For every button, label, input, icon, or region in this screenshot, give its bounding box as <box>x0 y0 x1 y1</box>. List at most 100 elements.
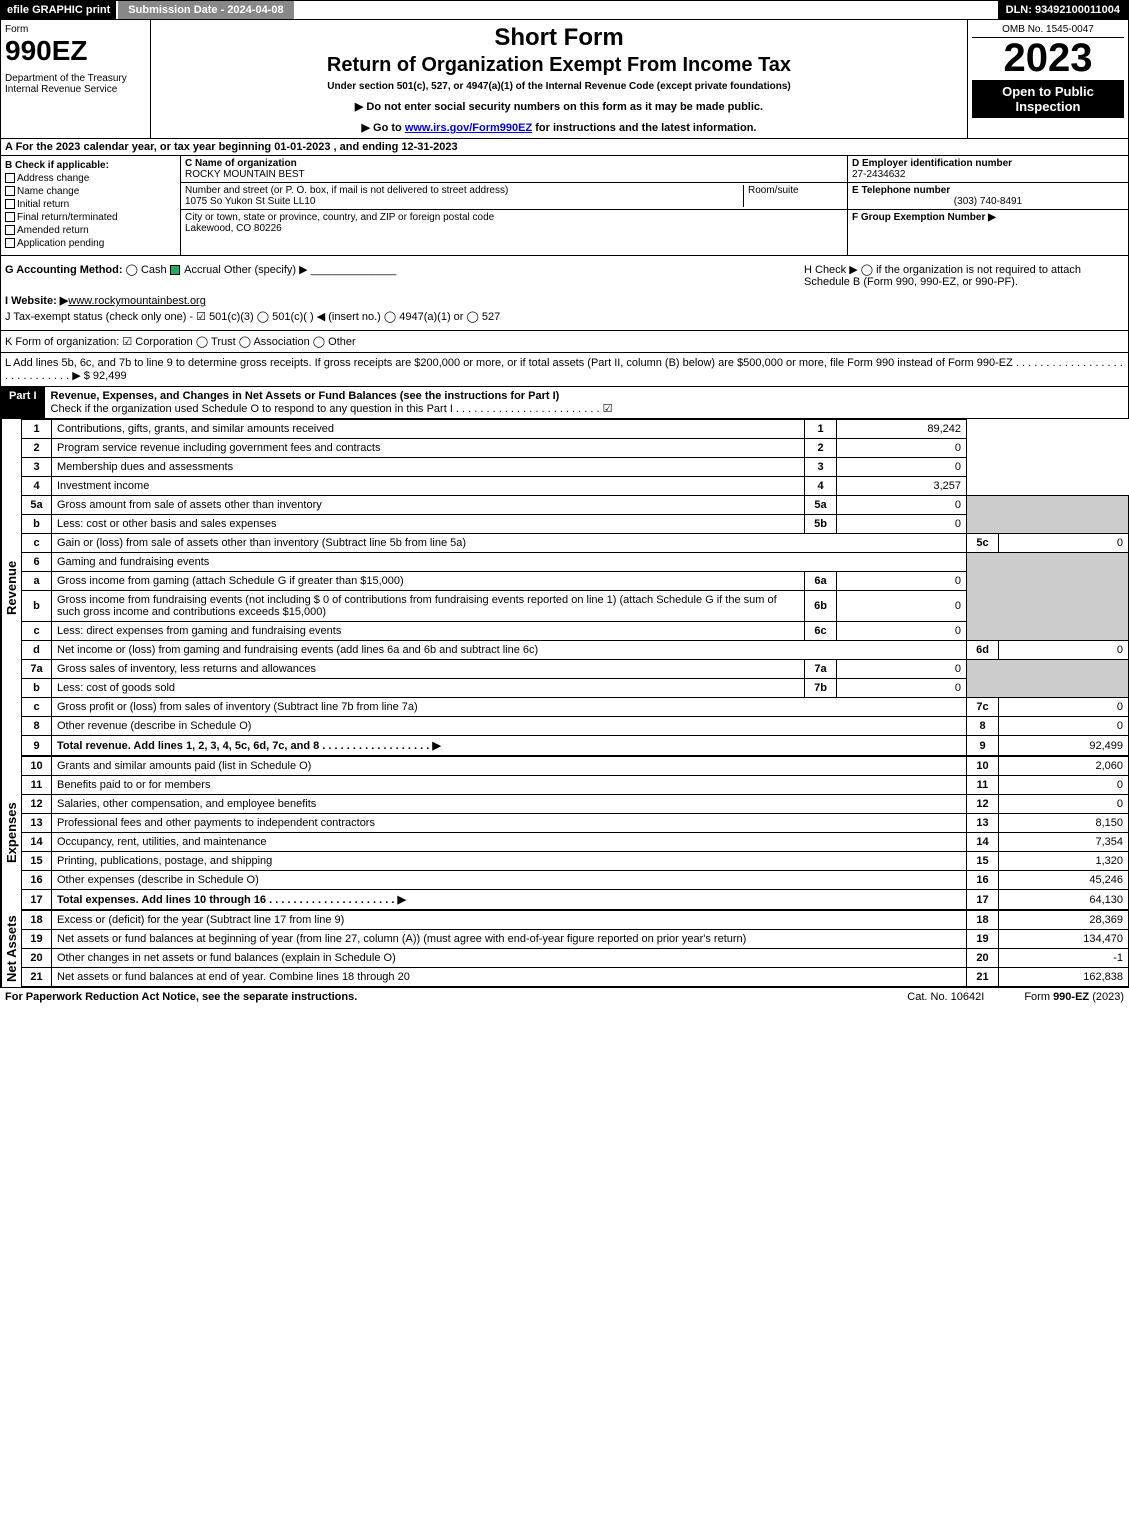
group-exemption-label: F Group Exemption Number ▶ <box>852 212 1124 223</box>
line-4: 4Investment income43,257 <box>22 477 1129 496</box>
col-b-header: B Check if applicable: <box>5 160 176 171</box>
phone-label: E Telephone number <box>852 185 1124 196</box>
info-grid: B Check if applicable: Address change Na… <box>0 156 1129 256</box>
instr-link: ▶ Go to www.irs.gov/Form990EZ for instru… <box>155 121 963 134</box>
checkbox-label: Name change <box>17 186 79 197</box>
checkbox-label: Final return/terminated <box>17 212 118 223</box>
section-a-tax-year: A For the 2023 calendar year, or tax yea… <box>0 139 1129 156</box>
line-20: 20Other changes in net assets or fund ba… <box>22 949 1129 968</box>
page-footer: For Paperwork Reduction Act Notice, see … <box>0 987 1129 1006</box>
line-11: 11Benefits paid to or for members110 <box>22 776 1129 795</box>
col-b-checkboxes: B Check if applicable: Address change Na… <box>1 156 181 255</box>
tax-exempt-status: J Tax-exempt status (check only one) - ☑… <box>5 310 1124 323</box>
checkbox-amended-return[interactable]: Amended return <box>5 225 176 236</box>
phone-value: (303) 740-8491 <box>852 196 1124 207</box>
section-h-schedule-b: H Check ▶ ◯ if the organization is not r… <box>804 263 1124 288</box>
line-15: 15Printing, publications, postage, and s… <box>22 852 1129 871</box>
line-6: 6Gaming and fundraising events <box>22 553 1129 572</box>
return-title: Return of Organization Exempt From Incom… <box>155 54 963 77</box>
department: Department of the Treasury Internal Reve… <box>5 73 146 95</box>
expenses-table: 10Grants and similar amounts paid (list … <box>21 756 1129 910</box>
line-19: 19Net assets or fund balances at beginni… <box>22 930 1129 949</box>
form-header: Form 990EZ Department of the Treasury In… <box>0 20 1129 139</box>
line-12: 12Salaries, other compensation, and empl… <box>22 795 1129 814</box>
col-c-org-info: C Name of organization ROCKY MOUNTAIN BE… <box>181 156 848 255</box>
line-7a: 7aGross sales of inventory, less returns… <box>22 660 1129 679</box>
line-3: 3Membership dues and assessments30 <box>22 458 1129 477</box>
line-17: 17Total expenses. Add lines 10 through 1… <box>22 890 1129 910</box>
netassets-vlabel: Net Assets <box>1 910 21 987</box>
misc-block: G Accounting Method: ◯ Cash Accrual Othe… <box>0 256 1129 331</box>
checkbox-name-change[interactable]: Name change <box>5 186 176 197</box>
checkbox-label: Amended return <box>17 225 89 236</box>
col-def: D Employer identification number 27-2434… <box>848 156 1128 255</box>
checkbox-label: Application pending <box>17 238 104 249</box>
header-left: Form 990EZ Department of the Treasury In… <box>1 20 151 138</box>
addr-value: 1075 So Yukon St Suite LL10 <box>185 196 743 207</box>
city-value: Lakewood, CO 80226 <box>185 223 843 234</box>
line-5c: cGain or (loss) from sale of assets othe… <box>22 534 1129 553</box>
line-2: 2Program service revenue including gover… <box>22 439 1129 458</box>
submission-date: Submission Date - 2024-04-08 <box>118 1 293 19</box>
line-6b: bGross income from fundraising events (n… <box>22 591 1129 622</box>
addr-label: Number and street (or P. O. box, if mail… <box>185 185 743 196</box>
line-8: 8Other revenue (describe in Schedule O)8… <box>22 717 1129 736</box>
form-footer-id: Form 990-EZ (2023) <box>1024 991 1124 1003</box>
form-number: 990EZ <box>5 35 146 67</box>
accounting-method: G Accounting Method: ◯ Cash Accrual Othe… <box>5 263 804 288</box>
instr-no-ssn: ▶ Do not enter social security numbers o… <box>155 100 963 113</box>
part1-header-row: Part I Revenue, Expenses, and Changes in… <box>0 387 1129 419</box>
line-16: 16Other expenses (describe in Schedule O… <box>22 871 1129 890</box>
line-7c: cGross profit or (loss) from sales of in… <box>22 698 1129 717</box>
section-l: L Add lines 5b, 6c, and 7b to line 9 to … <box>0 353 1129 387</box>
tax-year: 2023 <box>972 38 1124 78</box>
line-14: 14Occupancy, rent, utilities, and mainte… <box>22 833 1129 852</box>
line-5a: 5aGross amount from sale of assets other… <box>22 496 1129 515</box>
ein-value: 27-2434632 <box>852 169 1124 180</box>
efile-print-label[interactable]: efile GRAPHIC print <box>1 1 116 19</box>
checkbox-address-change[interactable]: Address change <box>5 173 176 184</box>
city-label: City or town, state or province, country… <box>185 212 843 223</box>
section-k: K Form of organization: ☑ Corporation ◯ … <box>0 331 1129 353</box>
checkbox-final-return[interactable]: Final return/terminated <box>5 212 176 223</box>
room-suite-label: Room/suite <box>748 185 843 196</box>
header-right: OMB No. 1545-0047 2023 Open to Public In… <box>968 20 1128 138</box>
revenue-vlabel: Revenue <box>1 419 21 756</box>
part1-title: Revenue, Expenses, and Changes in Net As… <box>45 387 1128 418</box>
part1-label: Part I <box>1 387 45 418</box>
checkbox-label: Initial return <box>17 199 69 210</box>
line-6d: dNet income or (loss) from gaming and fu… <box>22 641 1129 660</box>
subtitle: Under section 501(c), 527, or 4947(a)(1)… <box>155 81 963 92</box>
form-label: Form <box>5 24 146 35</box>
checkbox-initial-return[interactable]: Initial return <box>5 199 176 210</box>
header-center: Short Form Return of Organization Exempt… <box>151 20 968 138</box>
expenses-section: Expenses 10Grants and similar amounts pa… <box>0 756 1129 910</box>
netassets-table: 18Excess or (deficit) for the year (Subt… <box>21 910 1129 987</box>
website-value[interactable]: www.rockymountainbest.org <box>68 295 206 307</box>
checkbox-label: Address change <box>17 173 89 184</box>
checkbox-application-pending[interactable]: Application pending <box>5 238 176 249</box>
top-bar: efile GRAPHIC print Submission Date - 20… <box>0 0 1129 20</box>
line-9: 9Total revenue. Add lines 1, 2, 3, 4, 5c… <box>22 736 1129 756</box>
line-1: 1Contributions, gifts, grants, and simil… <box>22 420 1129 439</box>
revenue-section: Revenue 1Contributions, gifts, grants, a… <box>0 419 1129 756</box>
line-6c: cLess: direct expenses from gaming and f… <box>22 622 1129 641</box>
netassets-section: Net Assets 18Excess or (deficit) for the… <box>0 910 1129 987</box>
open-to-public: Open to Public Inspection <box>972 80 1124 118</box>
revenue-table: 1Contributions, gifts, grants, and simil… <box>21 419 1129 756</box>
line-21: 21Net assets or fund balances at end of … <box>22 968 1129 987</box>
org-name: ROCKY MOUNTAIN BEST <box>185 169 843 180</box>
dln: DLN: 93492100011004 <box>998 1 1128 19</box>
line-7b: bLess: cost of goods sold7b0 <box>22 679 1129 698</box>
irs-link[interactable]: www.irs.gov/Form990EZ <box>405 122 532 134</box>
line-18: 18Excess or (deficit) for the year (Subt… <box>22 911 1129 930</box>
short-form-title: Short Form <box>155 24 963 52</box>
website-line: I Website: ▶www.rockymountainbest.org <box>5 294 1124 307</box>
line-13: 13Professional fees and other payments t… <box>22 814 1129 833</box>
line-5b: bLess: cost or other basis and sales exp… <box>22 515 1129 534</box>
line-10: 10Grants and similar amounts paid (list … <box>22 757 1129 776</box>
catalog-number: Cat. No. 10642I <box>907 991 984 1003</box>
part1-check: Check if the organization used Schedule … <box>51 403 613 415</box>
line-6a: aGross income from gaming (attach Schedu… <box>22 572 1129 591</box>
ein-label: D Employer identification number <box>852 158 1124 169</box>
